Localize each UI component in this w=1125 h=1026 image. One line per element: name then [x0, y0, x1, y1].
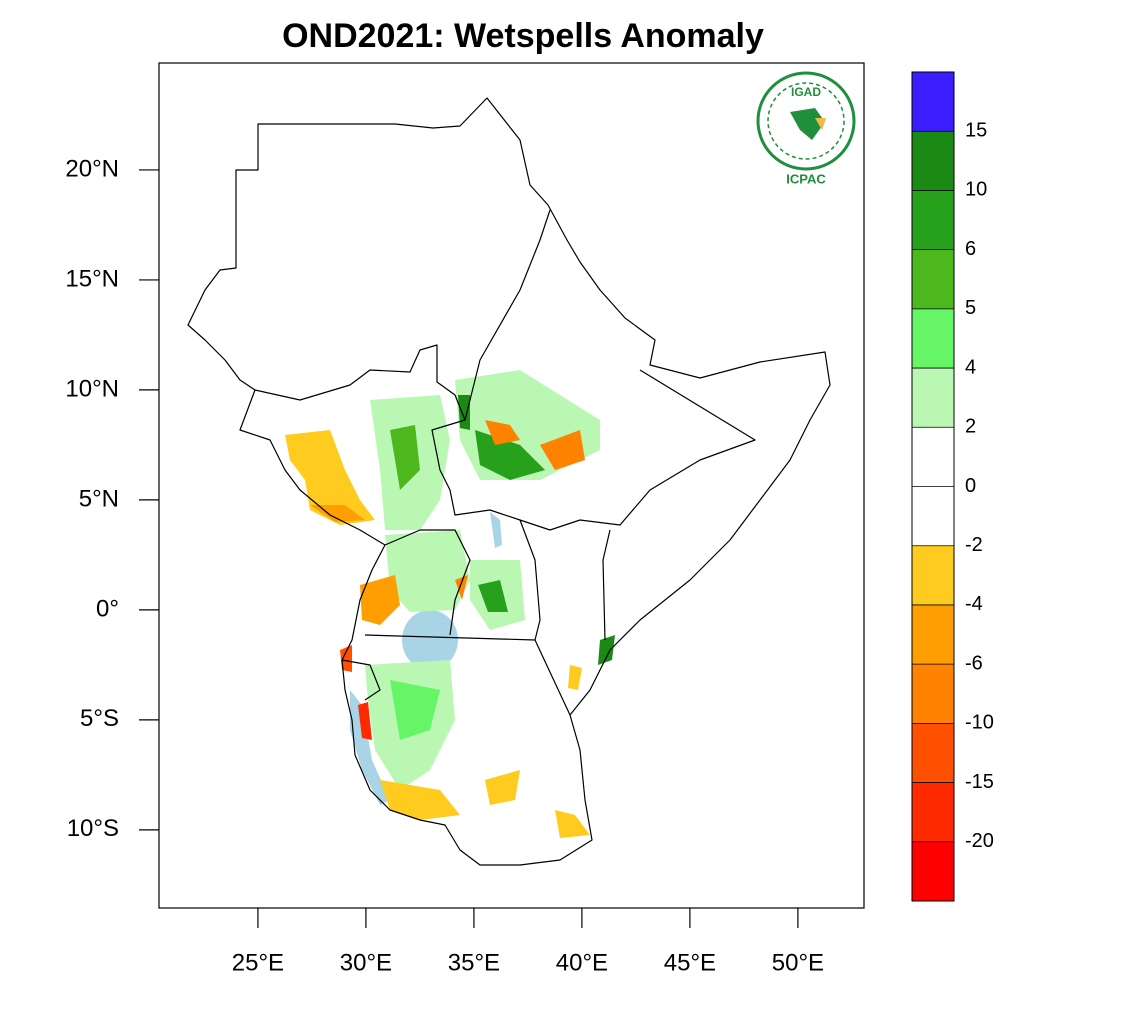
patch — [540, 430, 585, 470]
patch — [485, 420, 520, 445]
map-frame — [158, 62, 865, 909]
logo-name: IGAD — [791, 85, 821, 99]
colorbar-box — [912, 131, 954, 191]
x-tick-label: 25°E — [232, 949, 284, 976]
axes: 25°E 30°E 35°E 40°E 45°E 50°E 20°N 15°N 10°N 5°N 0… — [65, 155, 824, 976]
colorbar-box — [912, 782, 954, 842]
colorbar-box — [912, 427, 954, 487]
colorbar-label: -20 — [965, 830, 994, 852]
title: OND2021: Wetspells Anomaly — [282, 17, 764, 55]
colorbar-box — [912, 723, 954, 783]
colorbar-box — [912, 486, 954, 546]
patch — [485, 770, 520, 805]
colorbar-label: -4 — [965, 593, 983, 615]
patch — [360, 575, 400, 625]
patch — [390, 425, 420, 490]
colorbar-label: 10 — [965, 179, 987, 201]
logo: IGAD ICPAC — [756, 71, 856, 186]
colorbar: 15 10 6 5 4 2 0 -2 -4 -6 -10 -15 -20 — [911, 71, 994, 902]
colorbar-box — [912, 604, 954, 665]
colorbar-box — [912, 841, 954, 901]
colorbar-box — [912, 664, 954, 724]
patch — [380, 780, 460, 820]
border — [341, 659, 381, 701]
patch — [598, 635, 615, 665]
y-tick-label: 10°S — [67, 815, 119, 842]
colorbar-label: -2 — [965, 534, 983, 556]
map — [187, 97, 831, 866]
colorbar-box — [912, 249, 954, 309]
patch — [478, 580, 508, 612]
patch — [358, 702, 372, 740]
y-tick-label: 15°N — [65, 265, 119, 292]
border — [254, 344, 756, 531]
y-tick-label: 0° — [96, 595, 119, 622]
patch — [340, 645, 352, 672]
patch — [390, 680, 440, 740]
region-outline — [187, 97, 831, 866]
lake-turkana — [490, 512, 502, 548]
patch — [475, 430, 545, 480]
colorbar-label: 0 — [965, 475, 976, 497]
x-tick-label: 45°E — [664, 949, 716, 976]
anomaly-patches — [285, 370, 615, 838]
patch — [385, 530, 470, 612]
patch — [285, 430, 375, 525]
colorbar-box — [912, 72, 954, 132]
logo-map-accent — [815, 118, 826, 130]
lake-victoria — [402, 610, 458, 670]
colorbar-box — [912, 368, 954, 428]
patch — [455, 575, 468, 600]
x-tick-label: 50°E — [772, 949, 824, 976]
x-tick-label: 40°E — [556, 949, 608, 976]
x-tick-label: 35°E — [448, 949, 500, 976]
logo-laurel — [767, 82, 845, 160]
y-tick-label: 5°N — [79, 485, 119, 512]
colorbar-label: 4 — [965, 356, 976, 378]
colorbar-box — [912, 190, 954, 250]
colorbar-label: 6 — [965, 238, 976, 260]
colorbar-label: -6 — [965, 652, 983, 674]
y-tick-label: 10°N — [65, 375, 119, 402]
colorbar-label: 15 — [965, 119, 987, 141]
patch — [568, 665, 582, 690]
colorbar-box — [912, 545, 954, 605]
y-tick-label: 5°S — [80, 705, 119, 732]
patch — [555, 810, 590, 838]
colorbar-label: 5 — [965, 297, 976, 319]
colorbar-label: -15 — [965, 771, 994, 793]
y-tick-label: 20°N — [65, 155, 119, 182]
logo-org: ICPAC — [786, 171, 826, 186]
x-tick-label: 30°E — [340, 949, 392, 976]
colorbar-label: 2 — [965, 416, 976, 438]
colorbar-box — [912, 308, 954, 369]
border — [464, 209, 551, 421]
colorbar-frame — [911, 71, 955, 902]
border — [519, 519, 611, 641]
logo-map — [790, 108, 825, 140]
colorbar-label: -10 — [965, 712, 994, 734]
border — [384, 529, 471, 636]
